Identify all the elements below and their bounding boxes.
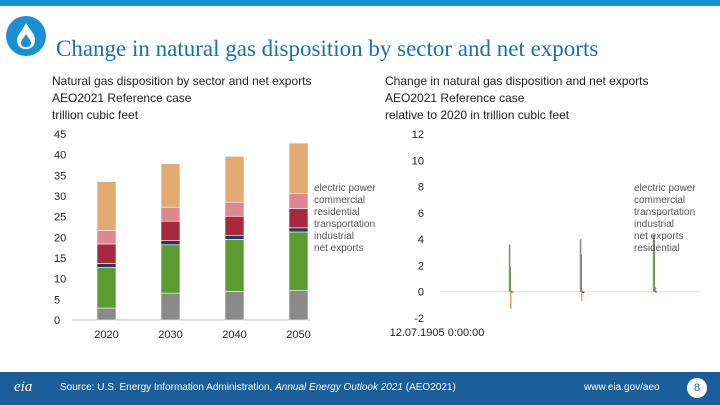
eia-flame-icon (6, 16, 46, 56)
bar-segment-transportation-2020 (96, 263, 117, 268)
change-bar-commercial (654, 287, 657, 292)
aeo-link[interactable]: www.eia.gov/aeo (584, 382, 660, 393)
bar-segment-electric-power-2020 (96, 181, 117, 231)
right-y-tick-label: 4 (418, 234, 424, 246)
change-bar-electric-power (581, 291, 583, 301)
change-bar-residential (511, 291, 514, 293)
right-y-tick-label: 12 (412, 129, 424, 141)
bar-segment-electric-power-2050 (288, 142, 309, 194)
bar-segment-industrial-2030 (160, 244, 181, 294)
bar-segment-commercial-2050 (288, 193, 309, 209)
change-bar-residential (582, 291, 585, 294)
left-y-tick-label: 20 (54, 232, 66, 244)
right-legend-electric-power: electric power (634, 183, 696, 194)
source-suffix: (AEO2021) (402, 382, 456, 393)
bar-segment-commercial-2040 (224, 201, 245, 217)
bar-segment-industrial-2020 (96, 267, 117, 309)
change-bar-commercial (581, 290, 584, 292)
change-bar-residential (655, 291, 658, 293)
left-y-tick-label: 30 (54, 191, 66, 203)
bar-segment-net-exports-2050 (288, 289, 309, 321)
right-y-tick-label: 10 (412, 155, 424, 167)
change-bar-electric-power (510, 291, 512, 309)
bar-segment-net-exports-2020 (96, 307, 117, 321)
left-legend-commercial: commercial (314, 195, 365, 206)
left-x-tick-label: 2040 (222, 329, 246, 341)
right-legend-residential: residential (634, 243, 680, 254)
source-note: Source: U.S. Energy Information Administ… (60, 382, 456, 393)
change-bar-net-exports (579, 239, 582, 292)
left-chart-title: Natural gas disposition by sector and ne… (52, 74, 312, 88)
bar-segment-commercial-2030 (160, 206, 181, 222)
left-y-tick-label: 15 (54, 253, 66, 265)
left-chart-subtitle: AEO2021 Reference case (52, 91, 192, 105)
bar-segment-commercial-2020 (96, 230, 117, 245)
bar-segment-residential-2050 (288, 208, 309, 229)
bar-segment-residential-2030 (160, 220, 181, 241)
left-x-tick-label: 2030 (158, 329, 182, 341)
left-legend-industrial: industrial (314, 231, 354, 242)
right-legend-industrial: industrial (634, 219, 674, 230)
right-y-tick-label: 0 (418, 287, 424, 299)
source-title: Annual Energy Outlook 2021 (275, 382, 403, 393)
eia-footer-logo: eia (14, 379, 33, 395)
change-bar-net-exports (652, 235, 655, 292)
right-y-tick-label: 6 (418, 208, 424, 220)
bar-segment-electric-power-2040 (224, 156, 245, 203)
bar-segment-transportation-2050 (288, 227, 309, 233)
bar-segment-industrial-2050 (288, 231, 309, 291)
left-chart-header: Natural gas disposition by sector and ne… (52, 73, 311, 124)
change-bar-net-exports (508, 244, 511, 292)
bar-segment-net-exports-2040 (224, 291, 245, 321)
bar-segment-net-exports-2030 (160, 292, 181, 321)
source-prefix: Source: U.S. Energy Information Administ… (60, 382, 276, 393)
left-y-tick-label: 40 (54, 150, 66, 162)
bar-segment-electric-power-2030 (160, 163, 181, 208)
right-chart-header: Change in natural gas disposition and ne… (385, 73, 649, 124)
right-y-tick-label: 2 (418, 260, 424, 272)
left-chart-units: trillion cubic feet (52, 108, 139, 122)
left-y-tick-label: 35 (54, 170, 66, 182)
left-legend-electric-power: electric power (314, 183, 376, 194)
change-bar-commercial (510, 290, 513, 292)
right-chart-title: Change in natural gas disposition and ne… (385, 74, 649, 88)
bar-segment-transportation-2040 (224, 234, 245, 240)
bar-segment-industrial-2040 (224, 239, 245, 292)
right-legend-transportation: transportation (634, 207, 695, 218)
left-x-tick-label: 2020 (94, 329, 118, 341)
right-y-tick-label: -2 (414, 313, 424, 325)
right-chart-units: relative to 2020 in trillion cubic feet (385, 108, 570, 122)
right-x-tick-label: 12.07.1905 0:00:00 (390, 327, 485, 339)
page-number: 8 (687, 378, 707, 398)
left-y-tick-label: 5 (54, 294, 60, 306)
left-x-tick-label: 2050 (286, 329, 310, 341)
right-y-tick-label: 8 (418, 182, 424, 194)
footer-bar: eia Source: U.S. Energy Information Admi… (0, 372, 720, 405)
right-chart-subtitle: AEO2021 Reference case (385, 91, 525, 105)
right-legend-commercial: commercial (634, 195, 685, 206)
left-legend-net-exports: net exports (314, 243, 363, 254)
slide-title: Change in natural gas disposition by sec… (56, 36, 599, 61)
left-y-tick-label: 10 (54, 274, 66, 286)
left-legend-transportation: transportation (314, 219, 375, 230)
bar-segment-residential-2040 (224, 215, 245, 236)
bar-segment-residential-2020 (96, 243, 117, 264)
left-y-tick-label: 0 (54, 315, 60, 327)
right-legend-net-exports: net exports (634, 231, 683, 242)
left-y-tick-label: 45 (54, 129, 66, 141)
bar-segment-transportation-2030 (160, 240, 181, 246)
left-legend-residential: residential (314, 207, 360, 218)
top-accent-bar (0, 0, 720, 6)
left-y-tick-label: 25 (54, 212, 66, 224)
